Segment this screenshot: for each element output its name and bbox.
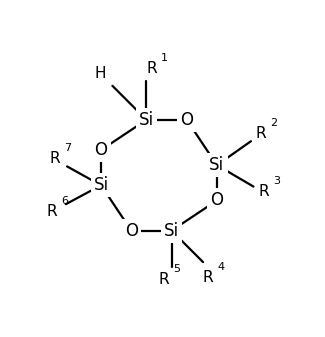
Text: Si: Si <box>139 111 154 129</box>
Text: H: H <box>94 66 106 81</box>
Text: O: O <box>95 141 108 159</box>
Text: 7: 7 <box>64 143 71 153</box>
Text: R: R <box>256 126 266 141</box>
Text: Si: Si <box>94 176 109 194</box>
Text: 1: 1 <box>161 53 168 63</box>
Text: 6: 6 <box>61 196 69 206</box>
Text: R: R <box>47 204 57 219</box>
Text: Si: Si <box>209 156 225 174</box>
Text: R: R <box>49 151 60 166</box>
Text: 2: 2 <box>271 118 278 128</box>
Text: O: O <box>125 222 138 240</box>
Text: O: O <box>211 191 224 209</box>
Text: 4: 4 <box>218 262 225 272</box>
Text: O: O <box>180 111 193 129</box>
Text: Si: Si <box>164 222 179 240</box>
Text: R: R <box>159 272 169 287</box>
Text: R: R <box>146 61 157 76</box>
Text: 5: 5 <box>174 264 181 274</box>
Text: R: R <box>258 184 269 199</box>
Text: 3: 3 <box>273 176 280 186</box>
Text: R: R <box>203 270 214 285</box>
